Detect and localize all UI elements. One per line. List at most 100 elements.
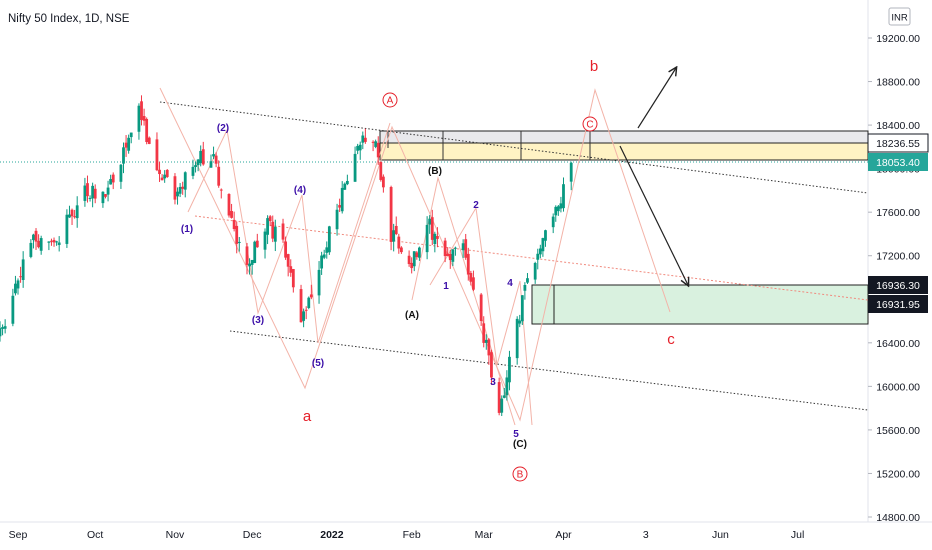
candle bbox=[412, 251, 416, 272]
x-tick-label: 3 bbox=[643, 529, 649, 541]
price-badge: 18053.40 bbox=[868, 153, 928, 171]
wave-label-red: c bbox=[667, 331, 675, 348]
candle bbox=[68, 205, 71, 218]
label-letter: B bbox=[517, 470, 524, 481]
candle bbox=[417, 246, 421, 261]
candle-body bbox=[124, 142, 128, 148]
candle-body bbox=[263, 231, 267, 250]
candle-body bbox=[497, 382, 501, 413]
candle-body bbox=[363, 137, 367, 142]
wave-label-black: (B) bbox=[428, 166, 442, 177]
candle bbox=[415, 250, 419, 260]
candle-body bbox=[235, 225, 239, 244]
candle-body bbox=[129, 132, 133, 138]
candle bbox=[361, 131, 365, 150]
candle bbox=[199, 145, 203, 167]
candle-body bbox=[119, 164, 123, 182]
candle bbox=[389, 185, 393, 251]
candle-body bbox=[3, 326, 7, 329]
candle bbox=[227, 193, 231, 218]
candle-body bbox=[199, 150, 203, 164]
arrow-down bbox=[619, 145, 688, 285]
candle bbox=[397, 233, 401, 254]
candle-body bbox=[245, 246, 249, 265]
candle bbox=[47, 241, 51, 251]
candle bbox=[554, 205, 558, 222]
candle bbox=[158, 161, 161, 182]
candle bbox=[268, 215, 272, 227]
candle bbox=[212, 146, 215, 160]
badge-bg bbox=[868, 276, 928, 294]
candle bbox=[497, 377, 501, 416]
candle-body bbox=[551, 216, 555, 228]
y-tick-label: 17600.00 bbox=[876, 207, 920, 219]
candle bbox=[464, 233, 468, 260]
candle-body bbox=[518, 320, 522, 324]
candle-body bbox=[425, 224, 429, 253]
candle-body bbox=[536, 253, 540, 260]
candle bbox=[196, 158, 200, 172]
candle bbox=[155, 132, 159, 172]
candle-body bbox=[145, 118, 149, 143]
price-axis[interactable]: 19200.0018800.0018400.0018000.0017600.00… bbox=[867, 33, 929, 524]
candle-body bbox=[93, 188, 97, 199]
candle bbox=[194, 161, 197, 173]
x-tick-label: Mar bbox=[475, 529, 494, 541]
candle-body bbox=[327, 226, 331, 253]
candle-body bbox=[11, 295, 15, 324]
x-tick-label: Oct bbox=[87, 529, 103, 541]
candle bbox=[129, 132, 133, 144]
wave-label-black: (C) bbox=[513, 439, 527, 450]
candle-body bbox=[479, 294, 483, 321]
candle-body bbox=[433, 233, 437, 245]
candle-body bbox=[181, 186, 185, 189]
candle-body bbox=[16, 280, 20, 289]
x-tick-label: Nov bbox=[166, 529, 185, 541]
candle bbox=[392, 223, 396, 252]
candle bbox=[472, 270, 475, 292]
candle bbox=[343, 182, 347, 190]
candle bbox=[91, 182, 95, 208]
candle-body bbox=[196, 159, 200, 166]
candle bbox=[3, 319, 7, 334]
wave-label-red: b bbox=[590, 58, 598, 75]
price-badge: 16936.30 bbox=[868, 276, 928, 294]
candle bbox=[209, 154, 213, 168]
candle bbox=[83, 177, 87, 207]
y-tick-label: 18400.00 bbox=[876, 120, 920, 132]
candle bbox=[559, 196, 563, 213]
wave-path-major bbox=[159, 87, 671, 422]
candle-body bbox=[526, 278, 529, 283]
candle bbox=[147, 136, 151, 145]
candle-body bbox=[335, 209, 339, 230]
candle-body bbox=[194, 165, 197, 167]
candle-body bbox=[21, 259, 25, 281]
candle-body bbox=[1, 327, 4, 329]
candle-body bbox=[309, 294, 313, 298]
candle-body bbox=[284, 241, 288, 258]
candle bbox=[500, 395, 504, 417]
candle bbox=[250, 259, 254, 275]
currency-button[interactable]: INR bbox=[888, 7, 911, 26]
candle-body bbox=[101, 191, 105, 204]
circled-wave-label: B bbox=[512, 466, 528, 482]
candle-body bbox=[75, 205, 79, 219]
candle bbox=[551, 213, 555, 234]
candle-body bbox=[307, 297, 311, 309]
candle bbox=[219, 188, 223, 199]
candle-body bbox=[65, 214, 69, 244]
candle-body bbox=[443, 240, 447, 257]
candle bbox=[173, 173, 177, 205]
candle-body bbox=[160, 177, 164, 181]
time-axis[interactable]: Sep Oct Nov Dec 2022 Feb Mar Apr 3 Jun Jul bbox=[9, 529, 805, 541]
candle-body bbox=[111, 174, 115, 183]
candle-body bbox=[472, 277, 475, 290]
candle bbox=[340, 181, 344, 214]
candle bbox=[433, 231, 437, 253]
candle-body bbox=[415, 252, 419, 258]
candle-body bbox=[19, 276, 22, 278]
candle bbox=[119, 163, 123, 189]
candle-body bbox=[68, 214, 71, 218]
drawings-back-layer bbox=[0, 87, 869, 426]
candle-body bbox=[374, 141, 378, 147]
